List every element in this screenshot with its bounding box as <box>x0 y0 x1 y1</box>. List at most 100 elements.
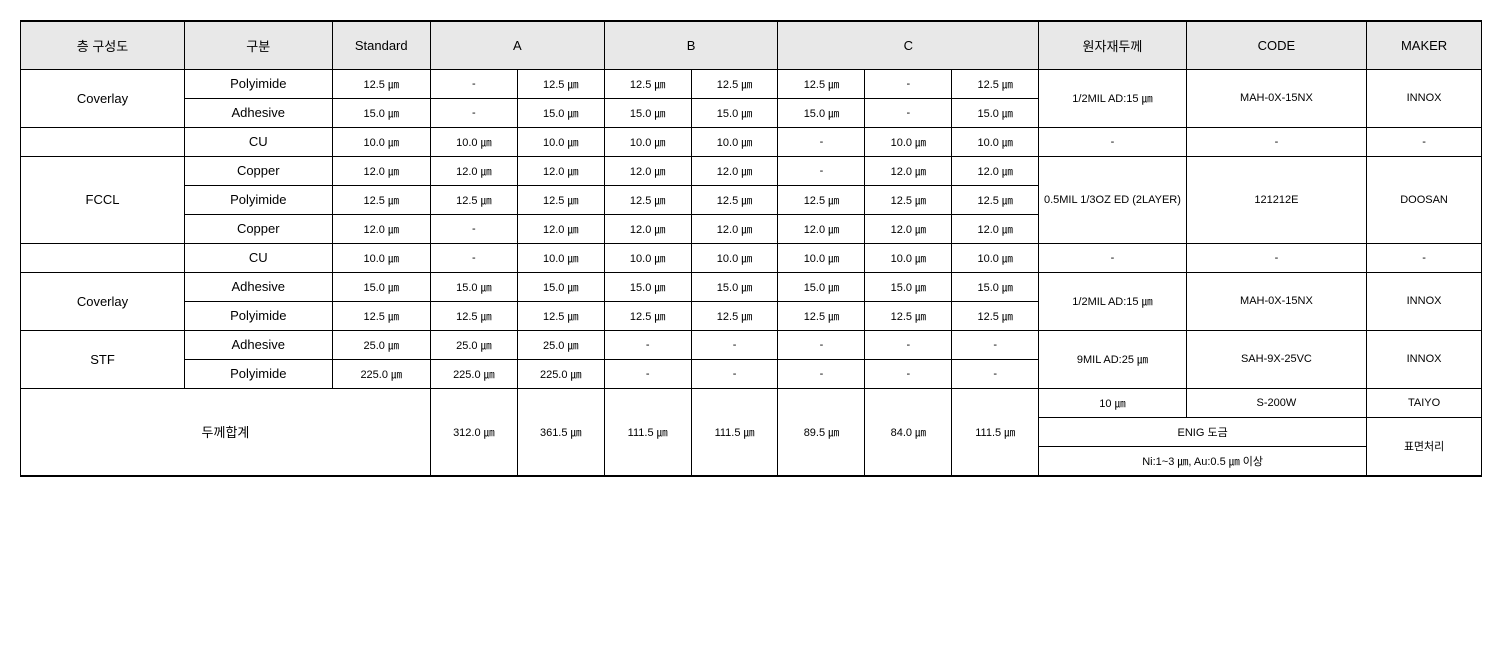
value-cell: 10.0 ㎛ <box>604 243 691 272</box>
value-cell: - <box>691 359 778 388</box>
value-cell: 15.0 ㎛ <box>604 98 691 127</box>
maker-cell: DOOSAN <box>1367 156 1482 243</box>
total-cell: 111.5 ㎛ <box>952 388 1039 476</box>
layer-fccl: FCCL <box>21 156 185 243</box>
value-cell: 12.5 ㎛ <box>517 301 604 330</box>
value-cell: - <box>865 330 952 359</box>
value-cell: 15.0 ㎛ <box>517 98 604 127</box>
value-cell: 12.5 ㎛ <box>517 69 604 98</box>
value-cell: 12.5 ㎛ <box>604 301 691 330</box>
value-cell: 12.5 ㎛ <box>604 185 691 214</box>
table-row: FCCL Copper 12.0 ㎛ 12.0 ㎛ 12.0 ㎛ 12.0 ㎛ … <box>21 156 1482 185</box>
header-maker: MAKER <box>1367 21 1482 69</box>
category-cell: Polyimide <box>184 69 332 98</box>
value-cell: - <box>952 359 1039 388</box>
maker-cell: INNOX <box>1367 69 1482 127</box>
value-cell: - <box>430 214 517 243</box>
code-cell: 121212E <box>1186 156 1366 243</box>
value-cell: - <box>430 69 517 98</box>
value-cell: 10.0 ㎛ <box>952 127 1039 156</box>
value-cell: 225.0 ㎛ <box>430 359 517 388</box>
value-cell: 12.0 ㎛ <box>952 214 1039 243</box>
table-row: STF Adhesive 25.0 ㎛ 25.0 ㎛ 25.0 ㎛ - - - … <box>21 330 1482 359</box>
value-cell: 15.0 ㎛ <box>604 272 691 301</box>
layer-coverlay1: Coverlay <box>21 69 185 127</box>
value-cell: - <box>778 127 865 156</box>
value-cell: 12.5 ㎛ <box>430 185 517 214</box>
value-cell: 10.0 ㎛ <box>604 127 691 156</box>
value-cell: 10.0 ㎛ <box>691 127 778 156</box>
value-cell: 10.0 ㎛ <box>332 127 430 156</box>
value-cell: 15.0 ㎛ <box>691 272 778 301</box>
value-cell: 15.0 ㎛ <box>778 272 865 301</box>
value-cell: 12.5 ㎛ <box>691 69 778 98</box>
value-cell: - <box>865 359 952 388</box>
category-cell: Polyimide <box>184 185 332 214</box>
value-cell: 10.0 ㎛ <box>691 243 778 272</box>
table-row: CU 10.0 ㎛ - 10.0 ㎛ 10.0 ㎛ 10.0 ㎛ 10.0 ㎛ … <box>21 243 1482 272</box>
value-cell: - <box>778 359 865 388</box>
totals-row: 두께합계 312.0 ㎛ 361.5 ㎛ 111.5 ㎛ 111.5 ㎛ 89.… <box>21 388 1482 417</box>
maker-cell: INNOX <box>1367 272 1482 330</box>
material-cell: 0.5MIL 1/3OZ ED (2LAYER) <box>1039 156 1187 243</box>
header-a: A <box>430 21 604 69</box>
code-cell: MAH-0X-15NX <box>1186 69 1366 127</box>
value-cell: 12.5 ㎛ <box>691 301 778 330</box>
value-cell: 10.0 ㎛ <box>865 243 952 272</box>
totals-label: 두께합계 <box>21 388 431 476</box>
material-cell: 1/2MIL AD:15 ㎛ <box>1039 69 1187 127</box>
value-cell: - <box>865 69 952 98</box>
value-cell: 12.0 ㎛ <box>778 214 865 243</box>
value-cell: 15.0 ㎛ <box>865 272 952 301</box>
value-cell: - <box>691 330 778 359</box>
enig-detail: Ni:1~3 ㎛, Au:0.5 ㎛ 이상 <box>1039 446 1367 476</box>
maker-cell: INNOX <box>1367 330 1482 388</box>
material-cell: - <box>1039 127 1187 156</box>
material-cell: - <box>1039 243 1187 272</box>
value-cell: 12.0 ㎛ <box>865 156 952 185</box>
value-cell: - <box>430 243 517 272</box>
table-row: Coverlay Adhesive 15.0 ㎛ 15.0 ㎛ 15.0 ㎛ 1… <box>21 272 1482 301</box>
material-cell: 9MIL AD:25 ㎛ <box>1039 330 1187 388</box>
surface-treatment-label: 표면처리 <box>1367 417 1482 476</box>
category-cell: Polyimide <box>184 301 332 330</box>
value-cell: 12.5 ㎛ <box>691 185 778 214</box>
table-row: Coverlay Polyimide 12.5 ㎛ - 12.5 ㎛ 12.5 … <box>21 69 1482 98</box>
value-cell: 25.0 ㎛ <box>332 330 430 359</box>
enig-label: ENIG 도금 <box>1039 417 1367 446</box>
value-cell: 12.5 ㎛ <box>952 301 1039 330</box>
value-cell: 225.0 ㎛ <box>517 359 604 388</box>
value-cell: 12.5 ㎛ <box>778 69 865 98</box>
value-cell: 15.0 ㎛ <box>778 98 865 127</box>
value-cell: 12.5 ㎛ <box>332 185 430 214</box>
code-cell: SAH-9X-25VC <box>1186 330 1366 388</box>
value-cell: 10.0 ㎛ <box>778 243 865 272</box>
value-cell: 12.5 ㎛ <box>865 185 952 214</box>
value-cell: - <box>430 98 517 127</box>
value-cell: 12.0 ㎛ <box>952 156 1039 185</box>
layer-spec-table: 층 구성도 구분 Standard A B C 원자재두께 CODE MAKER… <box>20 20 1482 477</box>
value-cell: 12.0 ㎛ <box>517 156 604 185</box>
maker-cell: - <box>1367 127 1482 156</box>
value-cell: 10.0 ㎛ <box>332 243 430 272</box>
value-cell: 12.5 ㎛ <box>952 185 1039 214</box>
layer-empty <box>21 243 185 272</box>
value-cell: 12.0 ㎛ <box>691 156 778 185</box>
category-cell: Copper <box>184 214 332 243</box>
value-cell: - <box>604 359 691 388</box>
layer-stf: STF <box>21 330 185 388</box>
layer-coverlay2: Coverlay <box>21 272 185 330</box>
category-cell: Adhesive <box>184 98 332 127</box>
value-cell: 12.5 ㎛ <box>952 69 1039 98</box>
total-cell: 89.5 ㎛ <box>778 388 865 476</box>
category-cell: CU <box>184 243 332 272</box>
value-cell: 10.0 ㎛ <box>517 243 604 272</box>
value-cell: 12.0 ㎛ <box>604 156 691 185</box>
value-cell: 15.0 ㎛ <box>952 272 1039 301</box>
value-cell: 12.0 ㎛ <box>604 214 691 243</box>
value-cell: 25.0 ㎛ <box>517 330 604 359</box>
total-cell: 361.5 ㎛ <box>517 388 604 476</box>
value-cell: 225.0 ㎛ <box>332 359 430 388</box>
value-cell: 12.5 ㎛ <box>865 301 952 330</box>
value-cell: 12.0 ㎛ <box>332 156 430 185</box>
